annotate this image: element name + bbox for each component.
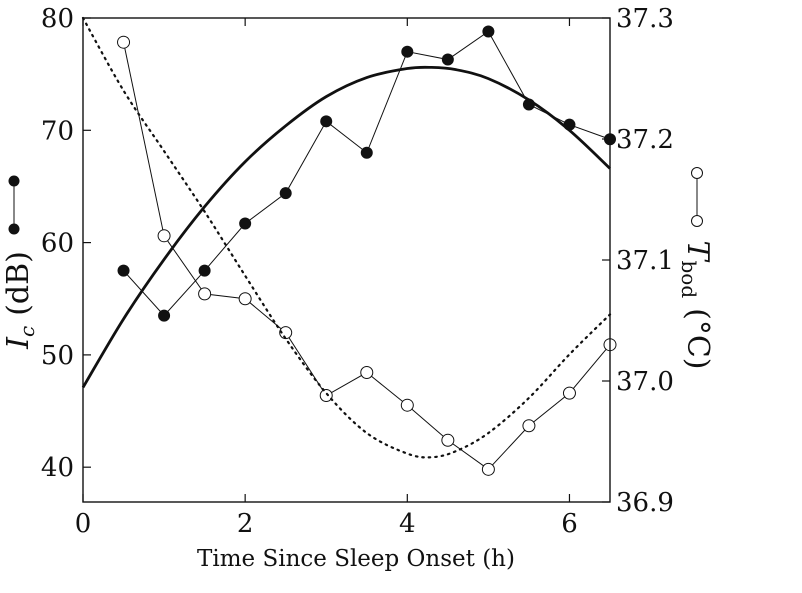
temperature-data-point <box>117 35 131 49</box>
right-y-tick-label: 36.9 <box>616 488 674 518</box>
intensity-data-point <box>360 146 373 159</box>
x-tick-label: 0 <box>75 509 92 539</box>
temperature-data-point <box>319 389 333 403</box>
x-tick-label: 2 <box>237 509 254 539</box>
right-axis-symbol: T <box>680 240 715 262</box>
svg-text:Ic(dB): Ic (dB) <box>1 251 39 350</box>
right-y-tick-label: 37.1 <box>616 246 674 276</box>
temperature-data-point <box>198 287 212 301</box>
x-axis-title: Time Since Sleep Onset (h) <box>197 546 515 572</box>
temperature-data-point <box>400 398 414 412</box>
right-axis-legend-symbol <box>691 167 703 227</box>
intensity-data-point <box>441 53 454 66</box>
legend-open-marker-top <box>691 167 703 179</box>
axis-ticks <box>82 17 610 503</box>
temperature-data-point <box>360 366 374 380</box>
left-y-tick-label: 70 <box>41 116 74 146</box>
temperature-data-point <box>562 386 576 400</box>
legend-open-marker-bottom <box>691 215 703 227</box>
right-y-tick-label: 37.2 <box>616 125 674 155</box>
x-tick-label: 6 <box>561 509 578 539</box>
x-tick-label: 4 <box>399 509 416 539</box>
left-axis-title: Ic (dB) <box>1 251 39 350</box>
legend-filled-marker-bottom <box>8 223 20 235</box>
intensity-data-point <box>158 309 171 322</box>
intensity-data-point <box>279 187 292 200</box>
temperature-data-point <box>441 433 455 447</box>
intensity-data-point <box>320 115 333 128</box>
fitted-curve-intensity <box>81 65 611 389</box>
left-axis-symbol: I <box>1 336 36 350</box>
right-y-tick-label: 37.3 <box>616 4 674 34</box>
temperature-data-point <box>522 419 536 433</box>
intensity-data-point <box>482 25 495 38</box>
right-y-tick-label: 37.0 <box>616 367 674 397</box>
plot-area <box>81 16 617 476</box>
left-y-tick-label: 80 <box>41 4 74 34</box>
left-y-tick-label: 50 <box>41 341 74 371</box>
temperature-data-point <box>157 229 171 243</box>
right-axis-subscript: bod <box>677 260 701 298</box>
left-y-tick-label: 40 <box>41 453 74 483</box>
left-axis-unit: (dB) <box>1 251 36 316</box>
svg-text:Tbod(°C): Tbod (°C) <box>677 240 715 369</box>
intensity-series-line <box>123 30 611 317</box>
fitted-curve-temperature <box>81 16 612 459</box>
left-axis-legend-symbol <box>8 175 20 235</box>
intensity-data-point <box>239 217 252 230</box>
tick-labels: 0 2 4 6 40 50 60 70 80 36.9 37.0 37.1 37.2 37.3 <box>41 4 674 539</box>
temperature-data-point <box>238 292 252 306</box>
right-axis-unit: (°C) <box>680 308 715 369</box>
intensity-data-point <box>117 264 130 277</box>
temperature-data-point <box>481 462 495 476</box>
left-axis-subscript: c <box>15 326 39 337</box>
right-axis-title: Tbod (°C) <box>677 240 715 369</box>
intensity-data-point <box>198 264 211 277</box>
left-y-tick-label: 60 <box>41 229 74 259</box>
intensity-data-point <box>401 45 414 58</box>
